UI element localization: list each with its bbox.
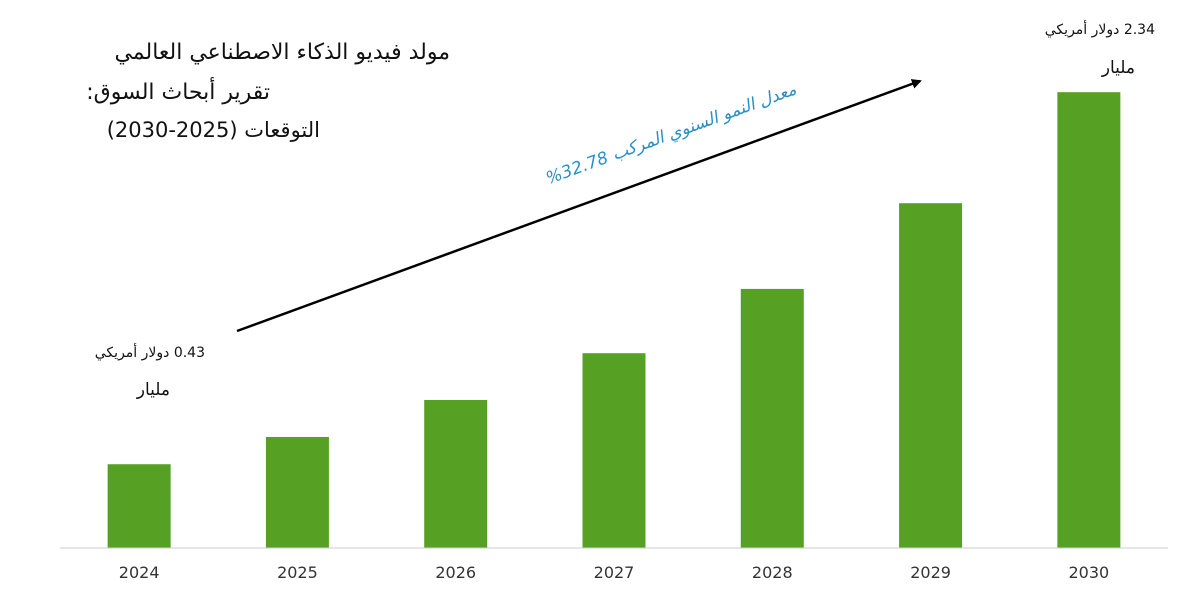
chart-title-line1: مولد فيديو الذكاء الاصطناعي العالمي [114,40,450,65]
start-unit-label: مليار [136,380,170,400]
bar-2030 [1057,92,1121,548]
end-unit-label: مليار [1101,58,1135,78]
growth-arrow [236,79,922,333]
bar-2025 [265,436,329,548]
end-value-label: 2.34 دولار أمريكي [1044,22,1155,38]
bars-layer [107,92,1121,549]
x-tick-label-2028: 2028 [752,563,793,582]
bar-2028 [740,288,804,548]
x-tick-label-2026: 2026 [435,563,476,582]
bar-2026 [424,399,488,548]
x-tick-label-2029: 2029 [910,563,951,582]
bar-2029 [899,203,963,549]
x-tick-label-2030: 2030 [1068,563,1109,582]
bar-2024 [107,464,171,548]
x-tick-labels: 2024 2025 2026 2027 2028 2029 2030 [119,563,1109,582]
chart-title-line3: التوقعات (2025-2030) [106,118,320,142]
x-tick-label-2024: 2024 [119,563,160,582]
start-value-label: 0.43 دولار أمريكي [94,345,205,361]
x-tick-label-2025: 2025 [277,563,318,582]
bar-2027 [582,353,646,548]
chart-title-line2: تقرير أبحاث السوق: [86,80,270,105]
x-tick-label-2027: 2027 [594,563,635,582]
